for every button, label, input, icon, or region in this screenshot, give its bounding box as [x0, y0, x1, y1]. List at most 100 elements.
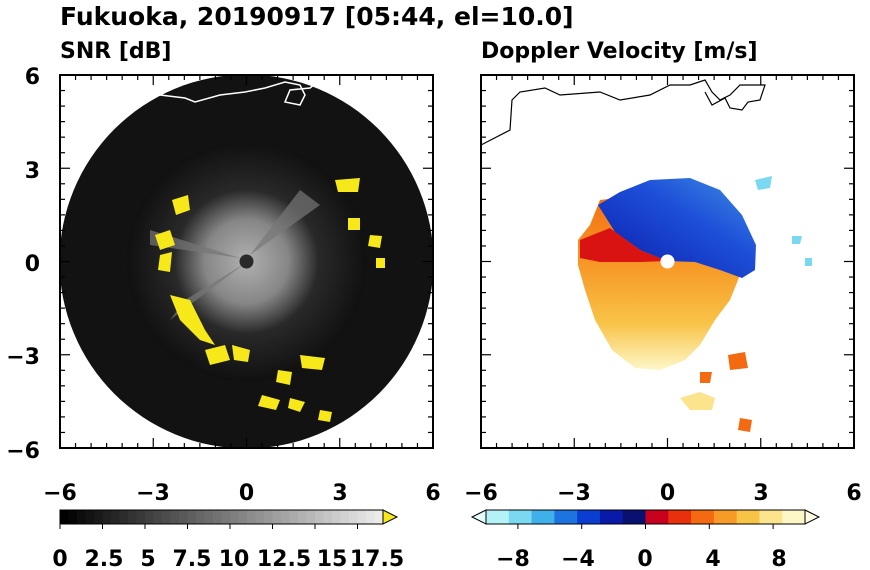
colorbar-bin [744, 510, 753, 524]
colorbar-bin [281, 510, 290, 524]
velocity-tick-marks [480, 74, 855, 449]
velocity-panel-title: Doppler Velocity [m/s] [481, 39, 758, 64]
colorbar-bin [119, 510, 129, 524]
velocity-outlier-echoes-positive [700, 352, 752, 432]
colorbar-bin [615, 510, 624, 524]
colorbar-bin [751, 510, 760, 524]
snr-xtick-label: 6 [425, 481, 440, 506]
velocity-colorbar-label: 8 [771, 547, 786, 570]
colorbar-bin [170, 510, 180, 524]
colorbar-bin [486, 510, 495, 524]
snr-saturated-echoes [155, 178, 385, 422]
colorbar-bin [622, 510, 631, 524]
snr-colorbar [59, 509, 399, 525]
velocity-xtick-label: 0 [660, 481, 675, 506]
velocity-outlier-echoes-negative [755, 176, 812, 266]
colorbar-bin [660, 510, 669, 524]
velocity-near-zero-receding [580, 228, 667, 262]
snr-colorbar-label: 2.5 [85, 547, 124, 570]
velocity-colorbar-ticks [517, 524, 774, 529]
colorbar-bin [68, 510, 78, 524]
colorbar-bin [630, 510, 639, 524]
colorbar-bin [60, 510, 69, 524]
colorbar-bin [111, 510, 120, 524]
colorbar-bin [196, 510, 205, 524]
snr-colorbar-label: 7.5 [173, 547, 212, 570]
snr-colorbar-label: 12.5 [257, 547, 311, 570]
colorbar-over-triangle [382, 509, 399, 525]
snr-colorbar-ticks [59, 524, 358, 529]
colorbar-bin [213, 510, 222, 524]
snr-ytick-label: 6 [25, 65, 40, 90]
colorbar-bin [607, 510, 616, 524]
snr-coastline [159, 79, 321, 106]
colorbar-bin [128, 510, 137, 524]
colorbar-bin [653, 510, 662, 524]
colorbar-bin [298, 510, 307, 524]
snr-panel-title: SNR [dB] [60, 39, 171, 64]
colorbar-under-triangle [470, 509, 487, 525]
colorbar-bin [523, 510, 533, 524]
colorbar-bin [554, 510, 563, 524]
snr-xtick-label: −3 [136, 481, 170, 506]
snr-ytick-label: 3 [25, 159, 40, 184]
snr-ytick-label: −6 [6, 439, 40, 464]
colorbar-bin [508, 510, 517, 524]
colorbar-bin [264, 510, 273, 524]
colorbar-bin [539, 510, 548, 524]
velocity-colorbar [470, 509, 821, 525]
colorbar-bin [238, 510, 248, 524]
snr-radar-site [239, 254, 254, 269]
colorbar-bin [789, 510, 798, 524]
colorbar-bin [675, 510, 684, 524]
colorbar-bin [721, 510, 730, 524]
colorbar-bin [592, 510, 601, 524]
snr-xtick-label: 0 [239, 481, 254, 506]
velocity-colorbar-label: −8 [496, 547, 530, 570]
colorbar-bin [247, 510, 256, 524]
colorbar-bin [782, 510, 791, 524]
colorbar-bin [501, 510, 510, 524]
velocity-colorbar-label: 0 [637, 547, 652, 570]
colorbar-bin [187, 510, 197, 524]
colorbar-bin [306, 510, 316, 524]
colorbar-bin [668, 510, 677, 524]
snr-xtick-label: 3 [332, 481, 347, 506]
velocity-xtick-label: 6 [846, 481, 861, 506]
colorbar-bin [531, 510, 540, 524]
snr-panel: SNR [dB] [6, 39, 440, 570]
velocity-xtick-label: −6 [464, 481, 498, 506]
colorbar-bin [797, 510, 806, 524]
colorbar-bin [289, 510, 299, 524]
colorbar-bin [561, 510, 571, 524]
colorbar-frame [59, 509, 384, 525]
colorbar-bin [774, 510, 783, 524]
snr-xtick-label: −6 [43, 481, 77, 506]
snr-colorbar-label: 0 [52, 547, 67, 570]
colorbar-bin [691, 510, 700, 524]
colorbar-bin [85, 510, 95, 524]
velocity-xtick-label: −3 [557, 481, 591, 506]
velocity-panel: Doppler Velocity [m/s] −6 −3 0 3 [464, 39, 862, 570]
colorbar-bin [584, 510, 593, 524]
colorbar-bin [683, 510, 692, 524]
colorbar-bin [272, 510, 282, 524]
colorbar-bin [713, 510, 722, 524]
velocity-plot-area [481, 79, 812, 432]
colorbar-bin [204, 510, 214, 524]
colorbar-bin [706, 510, 715, 524]
colorbar-bin [366, 510, 375, 524]
colorbar-bin [637, 510, 646, 524]
snr-ytick-label: 0 [25, 252, 40, 277]
colorbar-bin [221, 510, 231, 524]
snr-colorbar-label: 5 [140, 547, 155, 570]
colorbar-bin [102, 510, 112, 524]
colorbar-bin [374, 510, 384, 524]
colorbar-bin [569, 510, 578, 524]
figure-title: Fukuoka, 20190917 [05:44, el=10.0] [60, 2, 574, 31]
colorbar-bin [332, 510, 341, 524]
colorbar-bin [230, 510, 239, 524]
colorbar-bin [516, 510, 525, 524]
colorbar-bin [759, 510, 768, 524]
